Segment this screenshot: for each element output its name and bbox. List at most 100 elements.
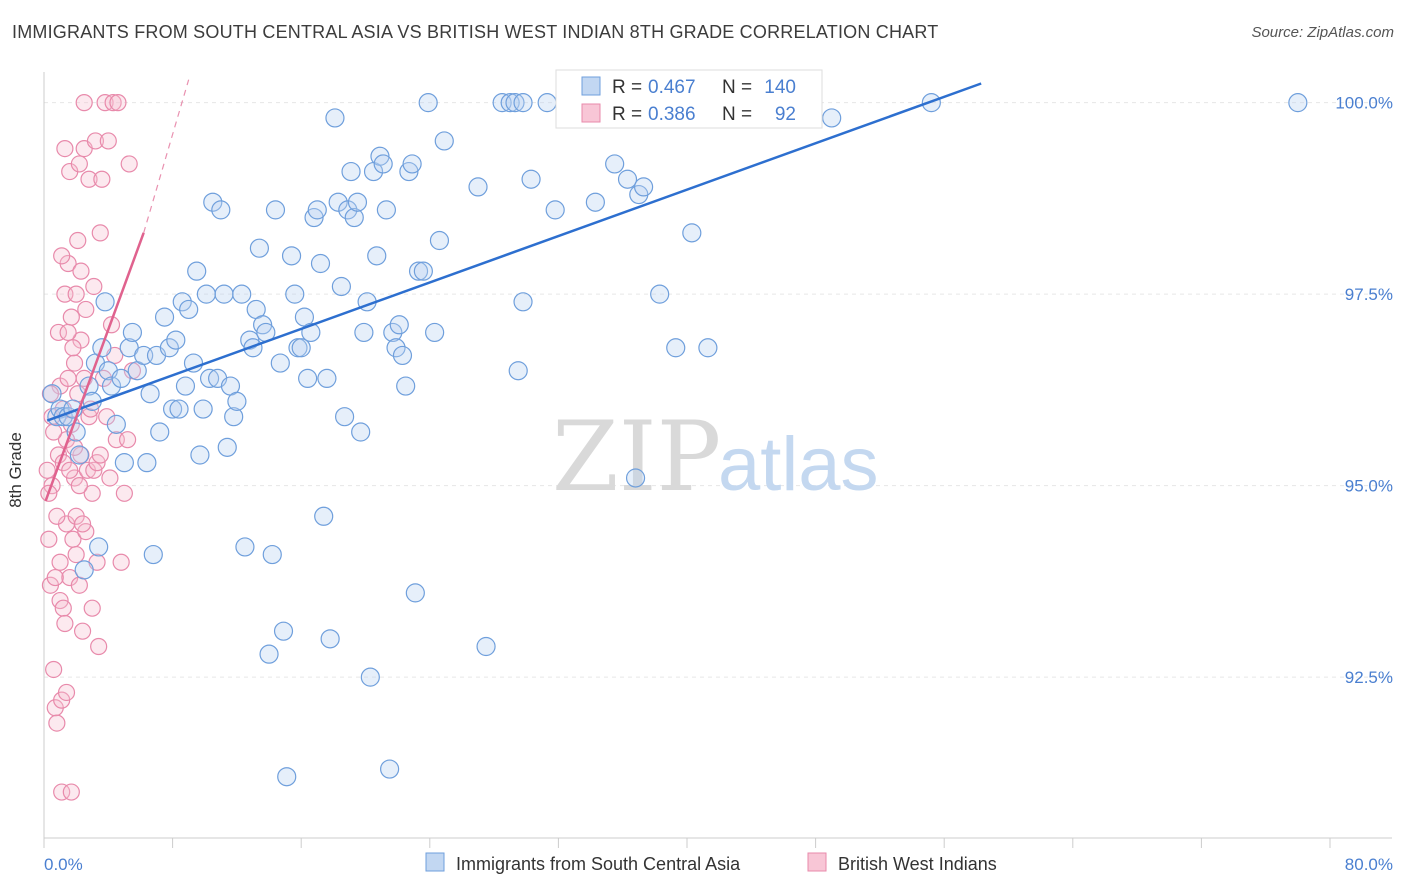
blue-point-43 bbox=[203, 192, 223, 212]
blue-point-86 bbox=[351, 422, 371, 442]
pink-point-77 bbox=[53, 247, 71, 265]
pink-point-13 bbox=[54, 599, 72, 617]
blue-point-66 bbox=[285, 284, 305, 304]
gridlines bbox=[44, 102, 1392, 678]
blue-point-70 bbox=[298, 368, 318, 388]
blue-point-19 bbox=[114, 453, 134, 473]
stats-n-label-pink: N = bbox=[722, 104, 752, 125]
blue-point-35 bbox=[175, 376, 196, 396]
legend: Immigrants from South Central Asia Briti… bbox=[425, 852, 997, 874]
pink-point-86 bbox=[67, 545, 85, 564]
blue-point-32 bbox=[166, 330, 186, 350]
blue-point-64 bbox=[277, 767, 297, 787]
blue-point-104 bbox=[408, 261, 429, 281]
pink-point-90 bbox=[73, 515, 92, 533]
pink-point-73 bbox=[46, 568, 64, 587]
blue-point-41 bbox=[196, 284, 216, 304]
pink-point-79 bbox=[56, 614, 74, 633]
pink-point-75 bbox=[49, 323, 68, 342]
blue-point-132 bbox=[698, 338, 718, 358]
blue-point-79 bbox=[328, 192, 348, 212]
y-tick-label-0: 100.0% bbox=[1335, 94, 1393, 113]
blue-point-128 bbox=[625, 468, 646, 488]
pink-point-74 bbox=[48, 507, 66, 525]
blue-point-81 bbox=[335, 407, 355, 427]
blue-point-77 bbox=[320, 629, 340, 649]
blue-point-107 bbox=[425, 322, 445, 343]
pink-point-68 bbox=[120, 155, 138, 173]
blue-point-46 bbox=[214, 284, 234, 304]
pink-point-66 bbox=[115, 484, 133, 502]
source-credit: Source: ZipAtlas.com bbox=[1251, 24, 1394, 41]
blue-point-36 bbox=[179, 299, 199, 320]
blue-point-7 bbox=[69, 445, 89, 465]
y-tick-labels: 100.0% 97.5% 95.0% 92.5% bbox=[1335, 94, 1393, 688]
stats-swatch-blue bbox=[581, 76, 601, 96]
blue-point-47 bbox=[217, 437, 237, 457]
blue-point-50 bbox=[227, 391, 247, 411]
blue-point-115 bbox=[513, 93, 533, 113]
blue-point-109 bbox=[434, 131, 454, 151]
blue-point-12 bbox=[89, 537, 109, 557]
pink-point-31 bbox=[70, 576, 88, 594]
blue-point-9 bbox=[79, 376, 99, 396]
pink-point-51 bbox=[90, 637, 108, 656]
blue-point-130 bbox=[666, 338, 686, 358]
pink-point-58 bbox=[99, 132, 117, 150]
blue-point-8 bbox=[74, 560, 94, 580]
blue-point-30 bbox=[159, 338, 179, 358]
pink-point-89 bbox=[72, 262, 90, 280]
x-tick-label-0: 0.0% bbox=[44, 855, 83, 874]
pink-point-52 bbox=[91, 446, 109, 464]
blue-point-97 bbox=[386, 338, 406, 358]
watermark-atlas: atlas bbox=[718, 422, 879, 507]
blue-point-73 bbox=[307, 200, 327, 220]
pink-point-12 bbox=[53, 783, 71, 801]
stats-r-label-pink: R = bbox=[612, 104, 642, 125]
y-tick-label-2: 95.0% bbox=[1345, 477, 1393, 496]
pink-point-71 bbox=[41, 385, 60, 403]
blue-point-82 bbox=[338, 200, 358, 220]
blue-point-31 bbox=[163, 399, 183, 419]
blue-point-38 bbox=[187, 261, 207, 281]
blue-point-137 bbox=[822, 108, 842, 128]
blue-point-89 bbox=[360, 667, 380, 687]
pink-point-1 bbox=[40, 530, 58, 548]
pink-point-65 bbox=[112, 553, 130, 571]
blue-point-34 bbox=[172, 292, 192, 312]
blue-point-95 bbox=[380, 759, 400, 779]
pink-point-48 bbox=[86, 132, 105, 150]
blue-point-85 bbox=[347, 192, 368, 212]
blue-point-75 bbox=[314, 506, 334, 526]
blue-point-62 bbox=[270, 353, 290, 373]
pink-point-59 bbox=[101, 469, 119, 487]
blue-point-51 bbox=[232, 284, 252, 304]
blue-point-119 bbox=[537, 93, 557, 113]
blue-point-76 bbox=[317, 368, 337, 388]
blue-point-54 bbox=[243, 338, 263, 358]
blue-point-91 bbox=[367, 246, 387, 266]
stats-n-value-pink: 92 bbox=[775, 104, 796, 125]
blue-point-45 bbox=[211, 200, 231, 220]
pink-point-44 bbox=[83, 599, 101, 617]
x-tick-labels: 0.0% 80.0% bbox=[44, 855, 1393, 874]
blue-point-18 bbox=[111, 368, 131, 388]
blue-point-118 bbox=[521, 169, 541, 189]
blue-point-114 bbox=[505, 93, 525, 113]
blue-point-127 bbox=[633, 177, 654, 197]
blue-point-16 bbox=[101, 376, 122, 396]
legend-swatch-pink bbox=[807, 852, 827, 872]
blue-point-110 bbox=[468, 177, 488, 197]
stats-n-label-blue: N = bbox=[722, 77, 752, 98]
blue-point-102 bbox=[402, 154, 422, 174]
stats-swatch-pink bbox=[581, 103, 601, 123]
blue-point-61 bbox=[265, 200, 286, 220]
blue-point-93 bbox=[373, 154, 393, 174]
pink-point-5 bbox=[45, 660, 63, 679]
chart-title: IMMIGRANTS FROM SOUTH CENTRAL ASIA VS BR… bbox=[12, 22, 939, 42]
blue-point-117 bbox=[513, 292, 533, 312]
legend-label-pink: British West Indians bbox=[838, 854, 997, 874]
pink-point-53 bbox=[91, 224, 109, 242]
blue-point-37 bbox=[183, 353, 204, 373]
